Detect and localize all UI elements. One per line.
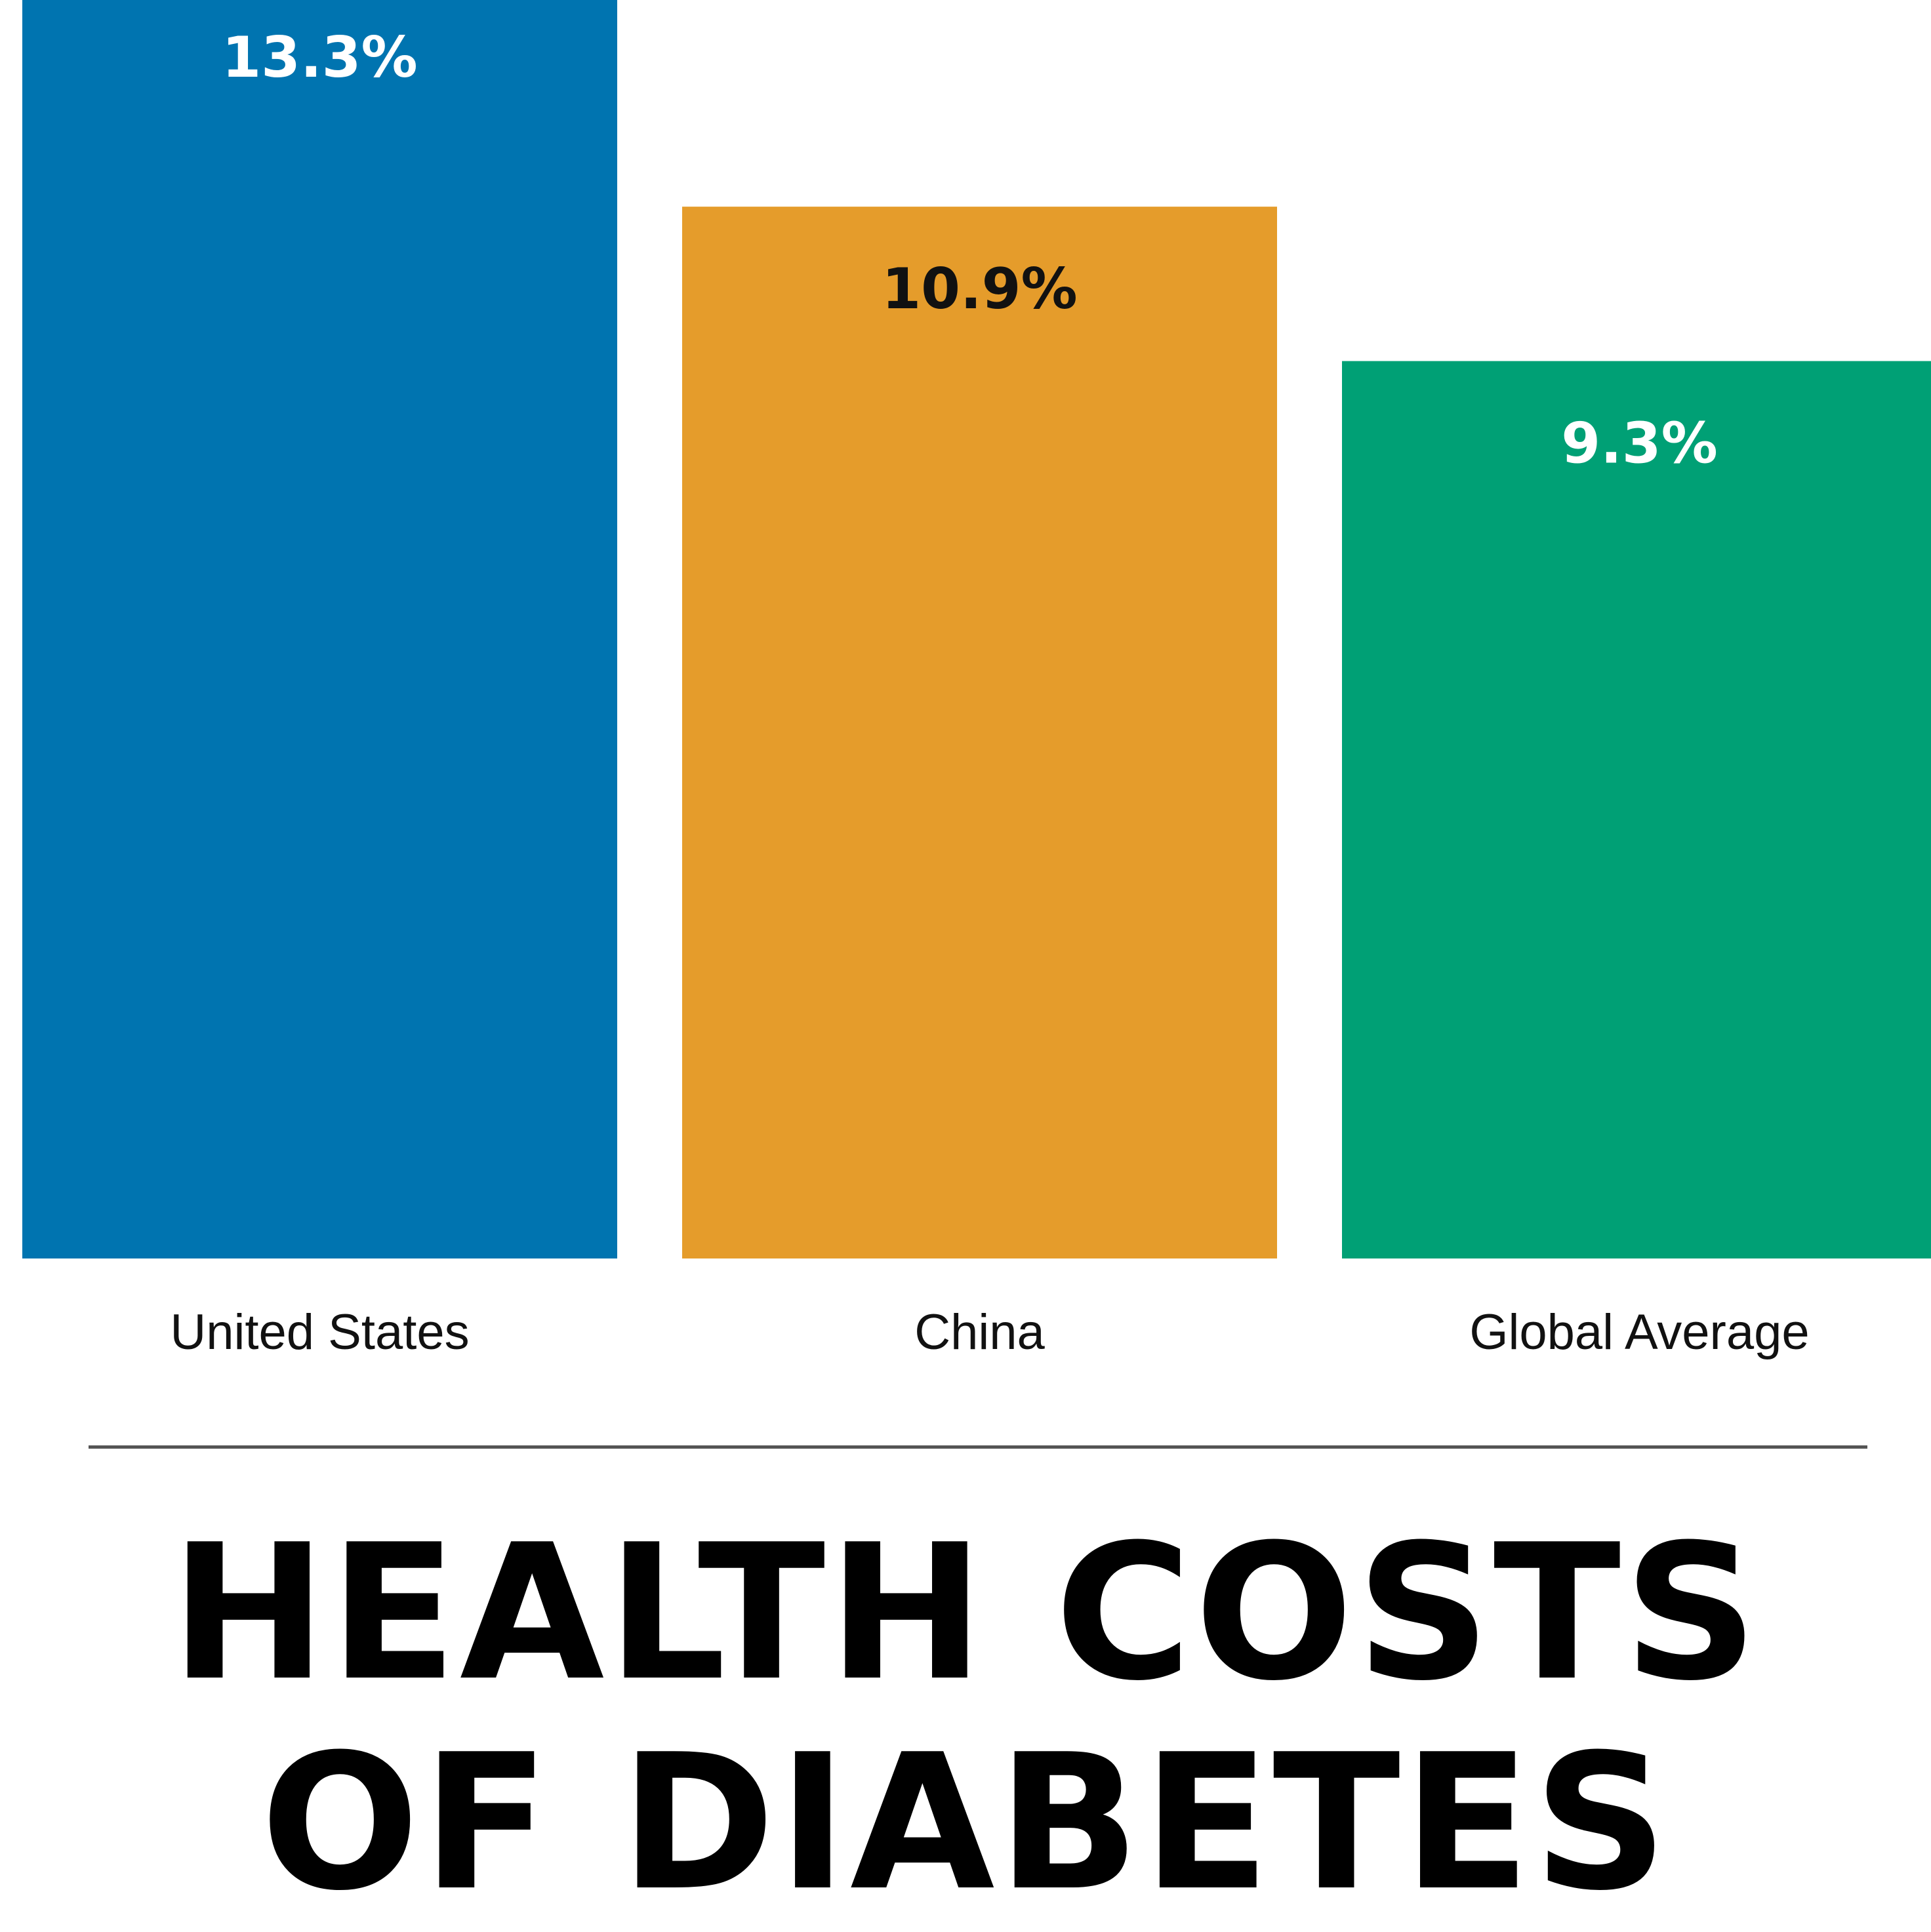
headline-line-1: HEALTH COSTS bbox=[170, 1504, 1761, 1722]
bar-china bbox=[682, 207, 1277, 1259]
divider-line bbox=[89, 1445, 1867, 1449]
category-label-china: China bbox=[914, 1304, 1045, 1360]
headline: HEALTH COSTS OF DIABETES bbox=[0, 1508, 1931, 1928]
category-label-united-states: United States bbox=[170, 1304, 469, 1360]
category-label-global-average: Global Average bbox=[1469, 1304, 1809, 1360]
bar-united-states bbox=[22, 0, 617, 1258]
headline-line-2: OF DIABETES bbox=[260, 1714, 1671, 1932]
bar-chart: 13.3% United States 10.9% China 9.3% Global A… bbox=[22, 0, 1931, 1360]
value-label-global-average: 9.3% bbox=[1561, 411, 1718, 477]
value-label-united-states: 13.3% bbox=[222, 25, 417, 91]
value-label-china: 10.9% bbox=[882, 256, 1077, 322]
bar-global-average bbox=[1342, 361, 1931, 1258]
